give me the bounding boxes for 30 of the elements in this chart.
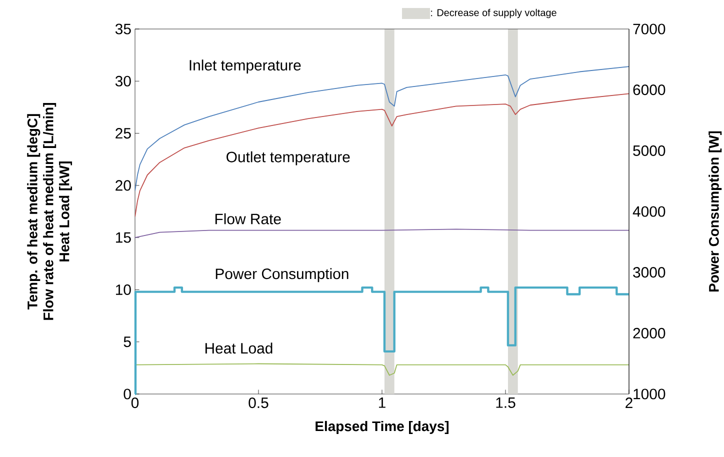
y2-tick-label: 3000: [633, 267, 666, 278]
x-tick-label: 0.5: [248, 398, 268, 408]
series-label: Power Consumption: [216, 268, 348, 282]
series-label: Flow Rate: [215, 213, 281, 224]
y-tick-label: 15: [116, 232, 131, 243]
series-label: Heat Load: [205, 342, 272, 354]
x-tick-label: 0: [131, 398, 139, 408]
x-axis-title: Elapsed Time [days]: [316, 420, 449, 434]
y2-tick-label: 5000: [633, 145, 666, 156]
y2-tick-label: 2000: [633, 328, 666, 338]
series-label: Inlet temperature: [190, 60, 301, 74]
series-label: Outlet temperature: [226, 151, 350, 166]
y2-tick-label: 6000: [633, 84, 666, 96]
x-tick-label: 2: [626, 398, 632, 408]
y2-tick-label: 1000: [634, 388, 666, 400]
y2-axis-title: Power Consumption [W]: [708, 131, 722, 292]
y-tick-label: 5: [124, 336, 131, 348]
y-tick-label: 0: [124, 388, 131, 400]
y-tick-label: 20: [116, 180, 131, 191]
y-axis-title: Temp. of heat medium [degC] Flow rate of heat medium [L/min] Heat Load [kW]: [27, 103, 72, 320]
y-tick-label: 10: [116, 284, 131, 295]
y2-tick-label: 7000: [633, 24, 666, 34]
y-tick-label: 30: [115, 76, 131, 86]
y-tick-label: 35: [115, 24, 131, 34]
line-series: [135, 363, 630, 376]
y2-tick-label: 4000: [632, 206, 666, 217]
legend-label: : Decrease of supply voltage: [431, 8, 556, 18]
x-tick-label: 1.5: [496, 398, 516, 408]
x-tick-label: 1: [378, 398, 386, 408]
y-tick-label: 25: [116, 128, 131, 139]
